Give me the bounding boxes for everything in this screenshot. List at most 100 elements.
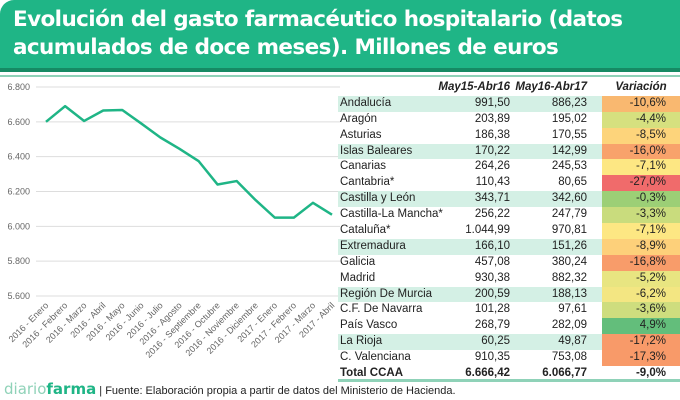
col-header-1: May15-Abr16 [438,81,510,93]
region-name: Aragón [340,112,378,125]
value-2016: 268,79 [474,319,510,332]
region-name: País Vasco [340,319,398,332]
region-name: Extremadura [340,239,406,252]
value-2016: 910,35 [474,351,510,364]
table-row: Castilla y León 343,71 342,60 -0,3% [338,191,680,208]
line-chart: 5.6005.8006.0006.2006.4006.6006.8002016 … [7,82,340,360]
total-variation: -9,0% [635,367,666,380]
value-2016: 166,10 [474,239,510,252]
variation-cell: -4,4% [602,111,680,128]
variation-cell: -16,8% [602,254,680,271]
total-b: 6.066,77 [542,367,587,380]
table-row: Cantabria* 110,43 80,65 -27,0% [338,175,680,192]
value-2017: 80,65 [558,176,587,189]
value-2017: 142,99 [551,144,587,157]
region-name: C.F. De Navarra [340,303,423,316]
value-2017: 188,13 [551,287,587,300]
y-tick-label: 5.600 [7,291,30,301]
variation-cell: -3,3% [602,207,680,224]
variation-cell: -17,3% [602,350,680,367]
value-2016: 256,22 [474,208,510,221]
total-label: Total CCAA [340,367,404,380]
y-tick-label: 6.200 [7,187,30,197]
row-highlight [338,238,603,255]
variation-cell: -0,3% [602,191,680,208]
variation-cell: -5,2% [602,270,680,287]
value-2016: 60,25 [481,335,510,348]
value-2017: 247,79 [551,208,587,221]
region-name: Cataluña* [340,224,391,237]
value-2017: 886,23 [551,96,587,109]
table-row: Canarias 264,26 245,53 -7,1% [338,159,680,176]
value-2017: 97,61 [558,303,587,316]
table-row: País Vasco 268,79 282,09 4,9% [338,318,680,335]
table-row: Castilla-La Mancha* 256,22 247,79 -3,3% [338,207,680,224]
value-2017: 882,32 [551,271,587,284]
table-row: Extremadura 166,10 151,26 -8,9% [338,238,680,255]
table-row: Cataluña* 1.044,99 970,81 -7,1% [338,223,680,239]
value-2017: 342,60 [551,192,587,205]
region-name: Cantabria* [340,176,395,189]
value-2016: 200,59 [474,287,510,300]
variation-cell: -27,0% [602,175,680,192]
footer: diariofarma | Fuente: Elaboración propia… [4,380,456,398]
y-tick-label: 6.800 [7,82,30,92]
value-2016: 1.044,99 [465,224,510,237]
variation-cell: 4,9% [602,318,680,335]
y-tick-label: 6.400 [7,152,30,162]
variation-cell: -6,2% [602,286,680,303]
region-name: C. Valenciana [340,351,411,364]
value-2016: 930,38 [474,271,510,284]
row-highlight [338,334,603,351]
table-header: May15-Abr16 May16-Abr17 Variación [338,80,680,96]
value-2017: 753,08 [551,351,587,364]
value-2017: 380,24 [551,255,587,268]
table-row: Galicia 457,08 380,24 -16,8% [338,254,680,271]
separator [0,75,680,77]
value-2016: 457,08 [474,255,510,268]
table-row: C.F. De Navarra 101,28 97,61 -3,6% [338,302,680,319]
title-underline [0,68,680,72]
col-header-2: May16-Abr17 [515,81,587,93]
row-highlight [338,191,603,208]
row-highlight [338,95,603,112]
table-row: La Rioja 60,25 49,87 -17,2% [338,334,680,351]
table-row: Aragón 203,89 195,02 -4,4% [338,111,680,128]
value-2016: 101,28 [474,303,510,316]
region-name: Islas Baleares [340,144,413,157]
row-highlight [338,286,603,303]
value-2017: 282,09 [551,319,587,332]
y-tick-label: 5.800 [7,256,30,266]
value-2016: 170,22 [474,144,510,157]
value-2016: 186,38 [474,128,510,141]
value-2016: 991,50 [474,96,510,109]
table-row: Andalucía 991,50 886,23 -10,6% [338,95,680,112]
value-2016: 343,71 [474,192,510,205]
variation-cell: -3,6% [602,302,680,319]
y-tick-label: 6.600 [7,117,30,127]
value-2017: 970,81 [551,224,587,237]
logo-farma: farma [46,380,97,398]
value-2017: 49,87 [558,335,587,348]
table-row: Madrid 930,38 882,32 -5,2% [338,270,680,287]
y-tick-label: 6.000 [7,221,30,231]
variation-cell: -8,9% [602,238,680,255]
table-row: C. Valenciana 910,35 753,08 -17,3% [338,350,680,367]
title-banner: Evolución del gasto farmacéutico hospita… [0,0,680,68]
region-name: Galicia [340,255,376,268]
title-line-2: acumulados de doce meses). Millones de e… [13,35,559,60]
variation-cell: -17,2% [602,334,680,351]
value-2017: 195,02 [551,112,587,125]
variation-cell: -10,6% [602,95,680,112]
variation-cell: -16,0% [602,143,680,160]
col-header-variation: Variación [615,81,667,93]
data-table: May15-Abr16 May16-Abr17 Variación Andalu… [338,80,680,382]
region-name: La Rioja [340,335,383,348]
total-a: 6.666,42 [465,367,510,380]
source-text: | Fuente: Elaboración propia a partir de… [99,385,456,397]
region-name: Castilla-La Mancha* [340,208,443,221]
variation-cell: -7,1% [602,159,680,176]
region-name: Andalucía [340,96,392,109]
value-2017: 170,55 [551,128,587,141]
variation-cell: -7,1% [602,223,680,239]
